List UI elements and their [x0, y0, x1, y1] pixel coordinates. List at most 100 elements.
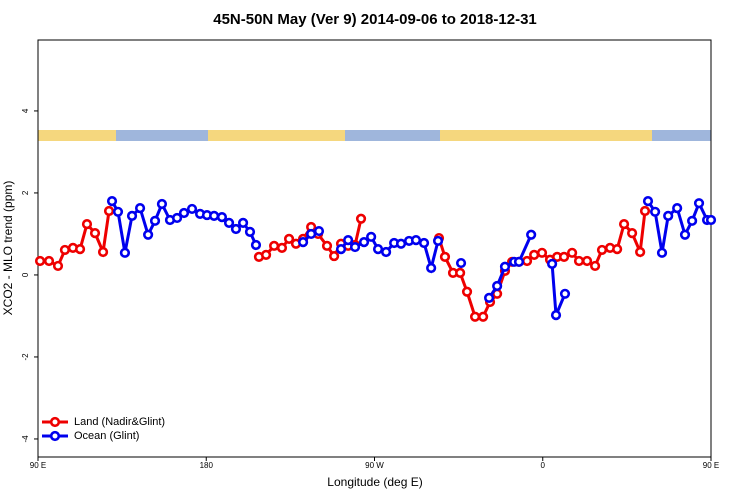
land-strip [38, 130, 116, 141]
data-point [581, 255, 593, 267]
data-point [410, 234, 422, 246]
data-point [372, 244, 384, 255]
data-point [418, 237, 430, 249]
data-point [52, 260, 64, 272]
data-point [513, 256, 525, 267]
data-point [426, 262, 437, 274]
chart-title: 45N-50N May (Ver 9) 2014-09-06 to 2018-1… [213, 11, 537, 28]
data-point [483, 292, 495, 304]
x-axis-label: Longitude (deg E) [327, 475, 422, 489]
data-point [499, 261, 511, 272]
data-point [639, 205, 651, 217]
ocean-strip [345, 130, 440, 141]
series-line [437, 210, 647, 319]
data-point [705, 214, 717, 226]
data-point [469, 311, 481, 322]
data-point [529, 249, 540, 260]
data-point [380, 246, 392, 258]
land-strip [440, 130, 652, 141]
data-point [244, 226, 256, 237]
data-point [97, 246, 109, 258]
y-tick-label: -4 [21, 435, 30, 443]
data-point [178, 207, 190, 219]
data-point [395, 238, 407, 249]
data-point [521, 255, 533, 267]
data-point [34, 255, 46, 267]
data-point [546, 258, 558, 269]
data-point [349, 241, 361, 253]
ocean-strip [116, 130, 208, 141]
data-point [596, 244, 608, 256]
data-point [650, 206, 661, 217]
data-point [43, 255, 55, 267]
data-point [209, 210, 220, 222]
ocean-strip [652, 130, 711, 141]
data-point [478, 311, 489, 322]
data-point [297, 237, 309, 248]
data-point [216, 212, 228, 223]
data-point [156, 198, 168, 210]
data-point [627, 228, 638, 239]
data-point [492, 280, 503, 292]
data-point [171, 212, 183, 224]
data-point [186, 203, 198, 215]
data-point [59, 244, 71, 256]
data-point [439, 251, 451, 263]
y-tick-label: 0 [21, 272, 30, 277]
data-point [687, 215, 698, 226]
data-point [461, 286, 473, 297]
series-line [646, 199, 711, 254]
data-point [149, 215, 161, 226]
data-point [635, 246, 646, 258]
data-point [355, 213, 367, 224]
data-point [559, 288, 571, 299]
data-point [558, 251, 570, 263]
data-point [567, 247, 578, 258]
data-point [656, 247, 668, 258]
data-point [283, 233, 295, 244]
data-point [237, 217, 249, 228]
data-point [335, 244, 347, 255]
y-tick-label: 2 [21, 190, 30, 195]
y-tick-label: 4 [21, 108, 30, 113]
data-point [672, 203, 683, 214]
data-point [119, 247, 131, 258]
data-point [134, 203, 146, 214]
data-point [260, 249, 272, 260]
y-axis-label: XCO2 - MLO trend (ppm) [1, 181, 15, 316]
data-point [693, 198, 705, 209]
x-tick-label: 90 E [30, 461, 46, 470]
data-point [526, 229, 537, 240]
legend-label: Ocean (Glint) [74, 430, 139, 442]
data-point [432, 235, 444, 247]
data-point [321, 240, 333, 251]
legend-label: Land (Nadir&Glint) [74, 416, 165, 428]
data-point [230, 223, 242, 235]
data-point [276, 242, 288, 253]
data-point [143, 229, 154, 240]
data-point [74, 244, 86, 255]
data-point [663, 210, 674, 222]
data-point [89, 228, 101, 239]
data-point [250, 239, 262, 251]
data-point [343, 234, 354, 246]
data-point [642, 196, 654, 207]
data-point [455, 267, 466, 278]
x-tick-label: 90 W [365, 461, 384, 470]
data-point [550, 310, 562, 321]
land-strip [208, 130, 345, 141]
x-tick-label: 0 [541, 461, 546, 470]
data-point [366, 231, 377, 242]
data-point [103, 205, 115, 217]
y-tick-label: -2 [21, 353, 30, 361]
data-point [612, 244, 623, 255]
data-point [329, 250, 340, 262]
data-point [358, 237, 370, 248]
legend-marker [49, 416, 61, 428]
data-point [126, 210, 138, 222]
data-point [313, 225, 325, 237]
x-tick-label: 180 [200, 461, 214, 470]
data-point [81, 219, 93, 230]
